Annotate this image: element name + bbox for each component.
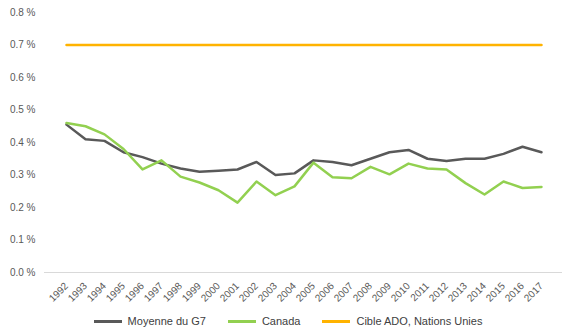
svg-text:0.1 %: 0.1 %	[10, 234, 36, 245]
svg-text:2006: 2006	[313, 280, 337, 304]
svg-text:2000: 2000	[199, 280, 223, 304]
svg-text:0.2 %: 0.2 %	[10, 202, 36, 213]
svg-text:1995: 1995	[104, 280, 128, 304]
svg-text:0.7 %: 0.7 %	[10, 39, 36, 50]
svg-text:2011: 2011	[408, 280, 431, 303]
svg-text:2009: 2009	[370, 280, 394, 304]
svg-text:0.6 %: 0.6 %	[10, 72, 36, 83]
svg-text:1992: 1992	[47, 280, 71, 304]
svg-text:2017: 2017	[522, 280, 546, 304]
svg-text:2003: 2003	[256, 280, 280, 304]
svg-text:1993: 1993	[66, 280, 90, 304]
svg-text:2010: 2010	[389, 280, 413, 304]
svg-text:0.3 %: 0.3 %	[10, 169, 36, 180]
svg-text:0.4 %: 0.4 %	[10, 137, 36, 148]
svg-text:2015: 2015	[484, 280, 508, 304]
svg-text:2001: 2001	[218, 280, 242, 304]
svg-text:2014: 2014	[465, 280, 489, 304]
svg-text:2013: 2013	[446, 280, 470, 304]
svg-text:2012: 2012	[427, 280, 451, 304]
svg-text:2005: 2005	[294, 280, 318, 304]
svg-text:1998: 1998	[161, 280, 185, 304]
svg-text:0.8 %: 0.8 %	[10, 7, 36, 18]
svg-text:1994: 1994	[85, 280, 109, 304]
html-text:Cible ADO, Nations Unies: Cible ADO, Nations Unies	[356, 315, 483, 327]
html-text:Moyenne du G7: Moyenne du G7	[127, 315, 206, 327]
html-text:Canada: Canada	[261, 315, 301, 327]
svg-text:2004: 2004	[275, 280, 299, 304]
svg-text:1996: 1996	[123, 280, 147, 304]
svg-text:0.0 %: 0.0 %	[10, 267, 36, 278]
svg-text:0.5 %: 0.5 %	[10, 104, 36, 115]
svg-text:1999: 1999	[180, 280, 204, 304]
svg-text:2008: 2008	[351, 280, 375, 304]
svg-text:1997: 1997	[142, 280, 166, 304]
svg-text:2016: 2016	[503, 280, 527, 304]
svg-text:2007: 2007	[332, 280, 356, 304]
svg-text:2002: 2002	[237, 280, 261, 304]
